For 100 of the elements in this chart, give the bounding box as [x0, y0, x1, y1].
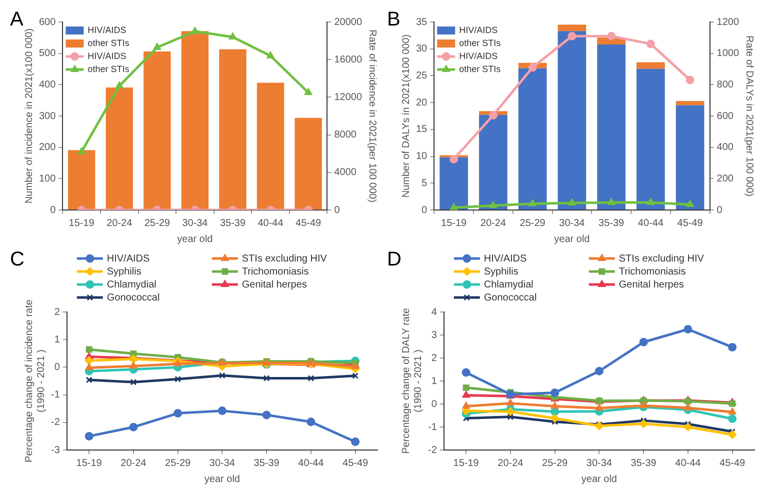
- x-tick-label: 15-19: [453, 458, 480, 469]
- y-tick-label: 0: [431, 398, 438, 410]
- text: A: [10, 8, 24, 31]
- legend-label: Gonococcal: [106, 292, 160, 304]
- x-tick-label: 40-44: [258, 218, 284, 229]
- y-tick-label: 600: [38, 16, 56, 28]
- y-tick-label: -1: [50, 390, 60, 401]
- y-tick-label: 0: [54, 362, 60, 373]
- text: B: [387, 8, 400, 31]
- y-tick-label: 100: [38, 173, 56, 184]
- x-tick-label: 40-44: [298, 458, 324, 469]
- y2-tick-label: 16000: [334, 54, 362, 66]
- legend-label: Syphilis: [484, 266, 518, 278]
- y2-tick-label: 8000: [334, 130, 357, 141]
- x-tick-label: 35-39: [220, 218, 246, 229]
- y-tick-label: 1: [54, 334, 60, 346]
- legend-label: STIs excluding HIV: [618, 253, 704, 264]
- x-tick-label: 15-19: [68, 218, 95, 229]
- legend-label: other STIs: [88, 38, 130, 48]
- legend-label: Genital herpes: [618, 279, 684, 290]
- legend-label: HIV/AIDS: [459, 24, 498, 35]
- y-tick-label: 20: [416, 97, 428, 108]
- y-axis-title: Percentage change of DALY rate (1990 - 2021 ): [400, 308, 424, 454]
- x-tick-label: 40-44: [638, 218, 664, 229]
- x-tick-label: 25-29: [520, 218, 546, 229]
- y2-tick-label: 800: [716, 79, 734, 90]
- legend-label: HIV/AIDS: [484, 253, 528, 264]
- x-tick-label: 30-34: [182, 218, 208, 229]
- y-tick-label: -1: [428, 422, 438, 433]
- x-tick-label: 20-24: [120, 458, 147, 469]
- y-axis-title: Percentage change of incidence rate (1990 - 2021 ): [24, 299, 47, 462]
- x-axis-title: year old: [177, 234, 213, 245]
- y-tick-label: 4: [431, 306, 438, 318]
- x-tick-label: 25-29: [165, 458, 192, 469]
- legend-label: Chlamydial: [106, 279, 156, 290]
- text: D: [387, 248, 402, 271]
- y-axis-title: Number of DALYs in 2021(x100 000): [400, 34, 412, 198]
- y-tick-label: 200: [38, 142, 56, 154]
- y2-tick-label: 1200: [716, 16, 740, 28]
- y2-tick-label: 400: [716, 142, 734, 154]
- y-tick-label: 5: [422, 178, 428, 189]
- x-tick-label: 30-34: [559, 218, 586, 229]
- y2-tick-label: 0: [716, 204, 723, 216]
- y2-axis-title: Rate of DALYs in 2021(per 100 000): [743, 35, 754, 197]
- y2-tick-label: 200: [716, 173, 734, 184]
- y2-tick-label: 20000: [334, 16, 362, 28]
- y-tick-label: 3: [431, 330, 438, 341]
- legend-label: HIV/AIDS: [459, 50, 498, 61]
- x-tick-label: 45-49: [677, 218, 704, 229]
- legend-label: Syphilis: [106, 266, 142, 278]
- legend-label: Trichomoniasis: [242, 266, 309, 278]
- y-tick-label: 2: [54, 306, 60, 318]
- y-tick-label: -2: [50, 417, 60, 428]
- y-tick-label: 400: [38, 79, 56, 90]
- y-tick-label: 0: [50, 204, 56, 216]
- legend-label: HIV/AIDS: [88, 24, 126, 35]
- legend-label: Genital herpes: [242, 279, 307, 290]
- x-axis-title: year old: [204, 474, 240, 485]
- legend-label: STIs excluding HIV: [242, 253, 328, 264]
- x-axis-title: year old: [554, 234, 590, 245]
- x-tick-label: 20-24: [498, 458, 524, 469]
- y-tick-label: 15: [416, 124, 428, 136]
- legend-label: other STIs: [459, 38, 502, 48]
- legend-label: HIV/AIDS: [106, 253, 150, 264]
- y-tick-label: 25: [416, 70, 428, 82]
- y2-axis-title: Rate of incidence in 2021(per 100 000): [366, 30, 378, 202]
- x-tick-label: 35-39: [598, 218, 625, 229]
- y2-tick-label: 1000: [716, 48, 740, 60]
- y-tick-label: 10: [416, 151, 428, 162]
- x-axis-title: year old: [581, 474, 617, 485]
- x-tick-label: 20-24: [480, 218, 506, 229]
- y-tick-label: -2: [428, 444, 438, 456]
- y2-tick-label: 0: [334, 204, 340, 216]
- y-axis-title: Number of incidence in 2021(x100 000): [24, 28, 35, 204]
- y-tick-label: -3: [50, 444, 60, 456]
- y-tick-label: 0: [422, 204, 428, 216]
- x-tick-label: 25-29: [144, 218, 170, 229]
- legend-label: other STIs: [459, 64, 502, 74]
- legend-label: Gonococcal: [484, 292, 537, 304]
- y2-tick-label: 600: [716, 110, 734, 122]
- legend-label: HIV/AIDS: [88, 50, 126, 61]
- text: C: [10, 248, 24, 271]
- legend-label: other STIs: [88, 64, 130, 74]
- y2-tick-label: 4000: [334, 167, 357, 178]
- y-tick-label: 300: [38, 110, 56, 122]
- x-tick-label: 25-29: [542, 458, 568, 469]
- x-tick-label: 40-44: [675, 458, 702, 469]
- x-tick-label: 30-34: [209, 458, 236, 469]
- y-tick-label: 500: [38, 48, 56, 60]
- x-tick-label: 15-19: [76, 458, 102, 469]
- x-tick-label: 45-49: [720, 458, 746, 469]
- x-tick-label: 45-49: [296, 218, 322, 229]
- x-tick-label: 45-49: [342, 458, 369, 469]
- y-tick-label: 30: [416, 44, 428, 55]
- x-tick-label: 35-39: [630, 458, 657, 469]
- y-tick-label: 1: [431, 376, 438, 387]
- x-tick-label: 20-24: [106, 218, 133, 229]
- x-tick-label: 35-39: [254, 458, 280, 469]
- legend-label: Trichomoniasis: [618, 266, 686, 278]
- y-tick-label: 35: [416, 16, 428, 28]
